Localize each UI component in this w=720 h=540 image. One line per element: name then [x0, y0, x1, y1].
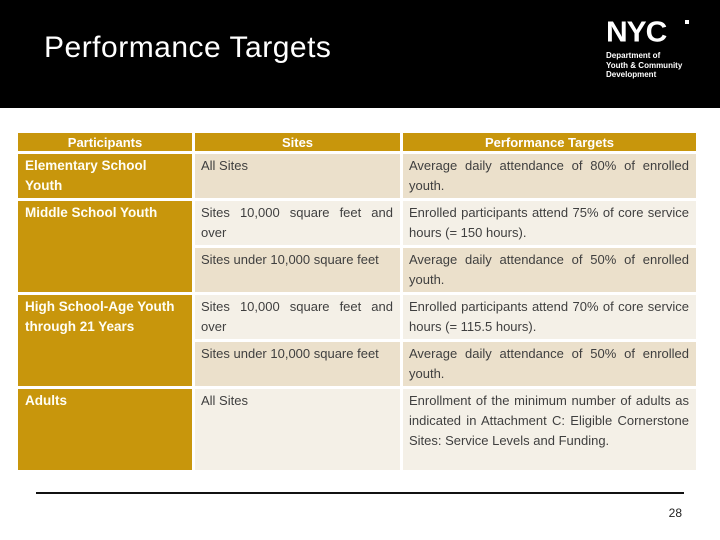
participant-cell: High School-Age Youth through 21 Years — [15, 292, 195, 389]
page-number: 28 — [668, 506, 682, 520]
target-cell: Enrollment of the minimum number of adul… — [400, 386, 699, 473]
slide-title: Performance Targets — [44, 31, 332, 64]
nyc-logo-wordmark: NYC — [606, 16, 667, 49]
logo-dept-line: Development — [606, 70, 657, 79]
site-cell: All Sites — [192, 151, 403, 201]
target-cell: Average daily attendance of 80% of enrol… — [400, 151, 699, 201]
site-cell: Sites under 10,000 square feet — [192, 245, 403, 295]
participant-cell: Middle School Youth — [15, 198, 195, 295]
table-row: Sites under 10,000 square feet Average d… — [17, 245, 699, 295]
title-banner: Performance Targets NYC Department of Yo… — [0, 0, 720, 108]
target-cell: Enrolled participants attend 70% of core… — [400, 292, 699, 342]
table-row: High School-Age Youth through 21 Years S… — [15, 292, 699, 389]
logo-dept-line: Department of — [606, 51, 661, 60]
table-row: Middle School Youth Sites 10,000 square … — [15, 198, 699, 295]
site-cell: All Sites — [192, 386, 403, 473]
performance-targets-table: Participants Sites Performance Targets E… — [15, 130, 699, 473]
table-header-row: Participants Sites Performance Targets — [15, 130, 699, 154]
target-cell: Enrolled participants attend 75% of core… — [400, 198, 699, 248]
site-cell: Sites 10,000 square feet and over — [192, 198, 403, 248]
target-cell: Average daily attendance of 50% of enrol… — [400, 339, 699, 389]
table-row: Elementary School Youth All Sites Averag… — [15, 151, 699, 201]
participant-cell: Elementary School Youth — [15, 151, 195, 201]
participant-cell: Adults — [15, 386, 195, 473]
nyc-dycd-logo: NYC Department of Youth & Community Deve… — [606, 16, 690, 80]
column-header-sites: Sites — [192, 130, 403, 154]
table-row: Adults All Sites Enrollment of the minim… — [15, 386, 699, 473]
column-header-performance-targets: Performance Targets — [400, 130, 699, 154]
site-cell: Sites 10,000 square feet and over — [192, 292, 403, 342]
trademark-icon — [685, 20, 690, 24]
site-cell: Sites under 10,000 square feet — [192, 339, 403, 389]
logo-dept-line: Youth & Community — [606, 60, 683, 70]
column-header-participants: Participants — [15, 130, 195, 154]
target-cell: Average daily attendance of 50% of enrol… — [400, 245, 699, 295]
footer-divider — [36, 492, 684, 494]
table-row: Sites under 10,000 square feet Average d… — [17, 339, 699, 389]
